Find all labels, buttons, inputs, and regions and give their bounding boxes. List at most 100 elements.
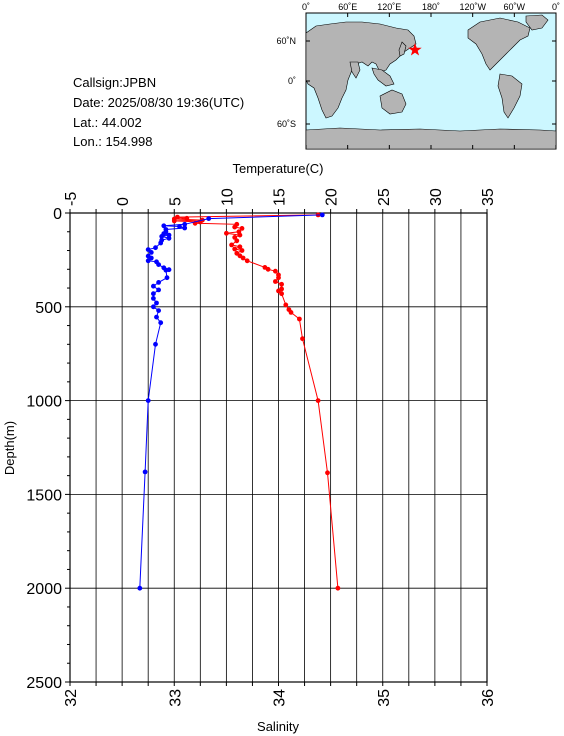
salinity-data-point xyxy=(151,304,156,310)
landmass-southeast-asia xyxy=(371,67,395,87)
landmass-australia xyxy=(379,89,407,115)
salinity-data-point xyxy=(153,245,158,251)
temperature-data-point xyxy=(232,246,238,252)
landmass-south-america xyxy=(497,73,523,119)
temperature-data-point xyxy=(239,248,245,253)
salinity-data-point xyxy=(148,255,154,261)
salinity-data-point xyxy=(151,283,156,289)
landmass-north-america xyxy=(467,17,531,71)
salinity-tick-label: 35 xyxy=(376,689,393,707)
salinity-data-point xyxy=(156,308,162,313)
salinity-data-point xyxy=(145,258,151,264)
salinity-tick-labels: 32 33 34 35 36 xyxy=(63,689,497,707)
temperature-tick-label: 35 xyxy=(480,188,497,206)
salinity-data-point xyxy=(151,296,156,301)
salinity-tick-label: 36 xyxy=(480,689,497,707)
salinity-data-point xyxy=(154,300,159,306)
map-lat-label: 60˚N xyxy=(276,36,296,46)
temperature-data-point xyxy=(300,336,305,342)
salinity-data-point xyxy=(145,247,151,253)
salinity-tick-label: 34 xyxy=(272,689,289,707)
salinity-data-point xyxy=(182,221,188,227)
map-ticks xyxy=(305,13,557,149)
salinity-tick-label: 32 xyxy=(63,689,80,707)
temperature-data-point xyxy=(244,258,250,264)
depth-tick-label: 0 xyxy=(53,206,62,223)
depth-tick-label: 1000 xyxy=(26,394,62,411)
profile-plot: -5 0 5 10 15 20 25 30 35 Temperature(C) 32 33 34 35… xyxy=(2,161,497,734)
temperature-tick-label: 30 xyxy=(428,188,445,206)
temperature-data-point xyxy=(265,266,271,272)
salinity-data-point xyxy=(142,469,148,475)
landmass-eurasia-africa xyxy=(305,21,417,119)
salinity-data-point xyxy=(319,212,325,218)
temperature-data-point xyxy=(276,275,281,281)
depth-tick-label: 2000 xyxy=(26,581,62,598)
map-latitude-labels: 60˚N 0˚ 60˚S xyxy=(276,36,296,129)
temperature-tick-label: 10 xyxy=(219,188,236,206)
map-lon-label: 0˚ xyxy=(302,2,310,12)
temperature-tick-label: 25 xyxy=(376,188,393,206)
salinity-axis-label: Salinity xyxy=(257,719,299,734)
temperature-tick-label: 5 xyxy=(167,197,184,206)
salinity-data-point xyxy=(156,280,162,285)
longitude-text: Lon.: 154.998 xyxy=(73,134,153,149)
callsign-text: Callsign:JPBN xyxy=(73,75,156,90)
salinity-data-point xyxy=(148,250,154,255)
salinity-data-point xyxy=(166,235,172,241)
latitude-text: Lat.: 44.002 xyxy=(73,115,142,130)
map-lon-label: 60˚W xyxy=(504,2,526,12)
salinity-data-point xyxy=(158,240,164,246)
salinity-data-point xyxy=(161,223,167,229)
date-text: Date: 2025/08/30 19:36(UTC) xyxy=(73,95,244,110)
salinity-tick-label: 33 xyxy=(167,689,184,707)
depth-tick-label: 1500 xyxy=(26,487,62,504)
map-lon-label: 120˚E xyxy=(377,2,401,12)
map-land xyxy=(305,14,557,150)
salinity-data-point xyxy=(164,275,170,281)
salinity-data-point xyxy=(151,291,156,297)
station-marker-star xyxy=(408,43,422,56)
temperature-data-point xyxy=(315,398,321,403)
map-lon-label: 120˚W xyxy=(459,2,486,12)
temperature-axis-label: Temperature(C) xyxy=(232,161,323,176)
salinity-data-point xyxy=(156,262,162,267)
map-lon-label: 60˚E xyxy=(338,2,357,12)
salinity-data-point xyxy=(154,314,159,320)
temperature-data-point xyxy=(335,585,341,591)
temperature-data-point xyxy=(276,288,281,294)
temperature-data-point xyxy=(283,302,289,308)
temperature-data-point xyxy=(279,281,284,287)
map-longitude-labels: 0˚ 60˚E 120˚E 180˚ 120˚W 60˚W 0˚ xyxy=(302,2,560,12)
temperature-tick-label: -5 xyxy=(63,192,80,206)
temperature-data-point xyxy=(237,244,243,250)
temperature-data-point xyxy=(273,279,278,284)
salinity-data-point xyxy=(156,287,162,293)
temperature-tick-label: 0 xyxy=(115,197,132,206)
temperature-data-point xyxy=(273,268,278,274)
temperature-tick-label: 15 xyxy=(272,188,289,206)
temperature-data-point xyxy=(239,226,245,231)
salinity-data-point xyxy=(159,234,165,239)
series-layer xyxy=(137,212,341,591)
temperature-data-point xyxy=(240,255,246,261)
temperature-data-point xyxy=(229,242,235,248)
depth-tick-labels: 0 500 1000 1500 2000 2500 xyxy=(26,206,62,692)
plot-grid xyxy=(70,213,487,682)
temperature-data-point xyxy=(325,470,330,476)
temperature-data-point xyxy=(279,291,284,297)
salinity-data-point xyxy=(158,320,164,326)
temperature-profile-line xyxy=(174,214,339,589)
depth-tick-label: 2500 xyxy=(26,675,62,692)
salinity-data-point xyxy=(137,585,143,591)
temperature-tick-label: 20 xyxy=(324,188,341,206)
map-lat-label: 60˚S xyxy=(277,119,296,129)
salinity-data-point xyxy=(177,224,182,229)
plot-ticks xyxy=(65,209,488,686)
map-lat-label: 0˚ xyxy=(288,76,296,86)
temperature-data-point xyxy=(234,238,240,244)
depth-axis-label: Depth(m) xyxy=(2,421,17,475)
temperature-tick-labels: -5 0 5 10 15 20 25 30 35 xyxy=(63,188,497,206)
temperature-data-point xyxy=(288,310,294,315)
